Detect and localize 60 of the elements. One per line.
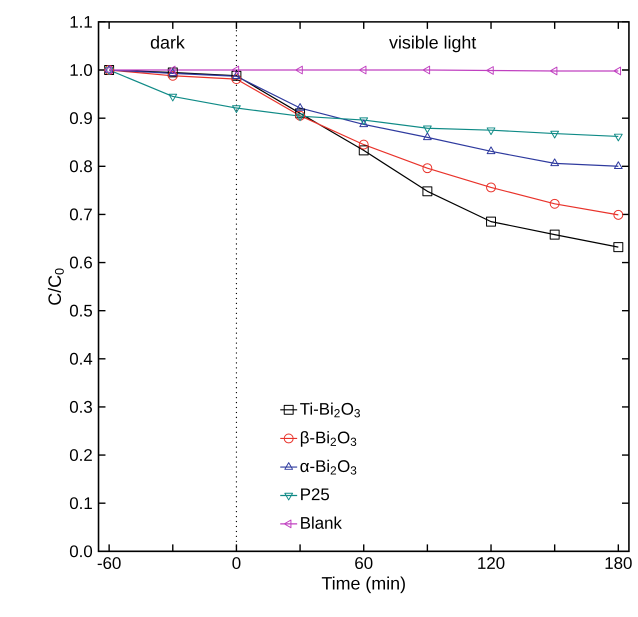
point (296, 114, 304, 122)
x-tick-label: 0 (232, 557, 240, 570)
point (550, 130, 560, 139)
point (422, 186, 432, 196)
point (486, 127, 496, 136)
point (231, 74, 242, 84)
point (422, 163, 432, 174)
point (168, 70, 178, 81)
point (486, 146, 496, 154)
y-tick-label: 0.9 (70, 112, 92, 124)
y-tick-label: 0.3 (70, 400, 92, 413)
point (423, 132, 432, 140)
point (486, 216, 496, 227)
point (550, 66, 558, 76)
x-tick-label: 180 (606, 557, 632, 570)
point (614, 161, 623, 169)
y-tick-label: 0.0 (70, 545, 92, 558)
y-tick-label: 1.1 (70, 16, 92, 28)
point (550, 198, 560, 209)
y-tick-label: 0.2 (70, 449, 92, 462)
y-tick-label: 0.7 (70, 208, 92, 220)
point (358, 145, 369, 156)
point (296, 103, 304, 111)
point (423, 126, 432, 134)
y-tick-label: 0.5 (70, 304, 92, 317)
y-tick-label: 0.6 (70, 256, 92, 269)
point (486, 66, 494, 75)
point (295, 110, 306, 121)
point (295, 66, 303, 74)
point (232, 105, 241, 113)
y-axis-title: C/C$_{0}$ (48, 268, 64, 305)
point (613, 242, 624, 252)
annotation: visible light (389, 36, 476, 52)
point (358, 66, 366, 74)
legend-label: P25 (301, 488, 330, 500)
y-tick-label: 0.1 (70, 497, 92, 510)
legend-label: α-Bi$_{2}$O$_{3}$ (300, 460, 356, 475)
point (550, 230, 560, 240)
point (168, 66, 176, 74)
point (614, 134, 623, 142)
x-tick-label: 60 (355, 557, 372, 570)
legend-label: Ti-Bi$_{2}$O$_{3}$ (300, 402, 360, 418)
point (486, 182, 496, 192)
legend-label: β-Bi$_{2}$O$_{3}$ (300, 431, 356, 447)
x-axis-title: Time (min) (322, 576, 405, 594)
x-tick-label: -60 (98, 557, 121, 570)
y-tick-label: 0.4 (70, 352, 92, 365)
point (422, 66, 430, 74)
legend-label: Blank (301, 516, 342, 529)
x-tick-label: 120 (478, 557, 504, 570)
point (550, 158, 560, 166)
y-tick-label: 0.8 (70, 160, 92, 172)
point (613, 66, 622, 76)
point (613, 210, 624, 220)
annotation: dark (150, 36, 185, 49)
point (231, 66, 240, 74)
y-tick-label: 1.0 (70, 64, 92, 76)
point (295, 108, 306, 118)
point (358, 140, 369, 150)
point (168, 94, 178, 102)
